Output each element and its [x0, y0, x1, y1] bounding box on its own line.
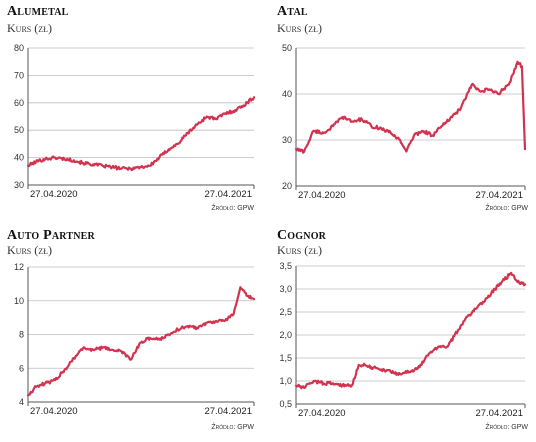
y-tick-label: 80: [14, 43, 24, 53]
chart-unit-label: Kurs (zł): [277, 21, 322, 35]
chart-source: Źródło: GPW: [485, 205, 528, 212]
x-tick-label: 27.04.2020: [30, 189, 78, 200]
chart-source: Źródło: GPW: [211, 205, 254, 212]
series-line: [26, 286, 256, 397]
y-tick-label: 6: [19, 363, 24, 373]
y-tick-label: 12: [14, 262, 24, 272]
chart-unit-label: Kurs (zł): [7, 21, 52, 35]
chart-panel-cognor: Cognor Kurs (zł) 0,5 1,0 1,5 2,0 2,5 3,0 3,5 27…: [268, 221, 536, 442]
y-tick-label: 8: [19, 330, 24, 340]
chart-source: Źródło: GPW: [211, 424, 254, 431]
y-tick-label: 40: [282, 89, 292, 99]
y-tick-label: 1,0: [279, 376, 292, 386]
x-tick-label: 27.04.2021: [204, 406, 252, 417]
y-tick-label: 2,0: [279, 330, 292, 340]
series-line: [26, 96, 256, 172]
chart-unit-label: Kurs (zł): [277, 243, 322, 257]
x-tick-label: 27.04.2020: [30, 406, 78, 417]
y-tick-label: 4: [19, 397, 24, 407]
x-tick-label: 27.04.2021: [475, 190, 523, 201]
y-tick-label: 40: [14, 153, 24, 163]
series-line: [294, 60, 527, 154]
chart-title: Atal: [277, 4, 308, 19]
y-tick-label: 30: [282, 135, 292, 145]
chart-title: Alumetal: [7, 4, 69, 19]
chart-title: Auto Partner: [7, 228, 95, 243]
y-tick-label: 50: [14, 125, 24, 135]
y-tick-label: 3,5: [279, 261, 292, 271]
y-tick-label: 70: [14, 70, 24, 80]
chart-unit-label: Kurs (zł): [7, 243, 52, 257]
y-tick-label: 1,5: [279, 353, 292, 363]
chart-panel-atal: Atal Kurs (zł) 20 30 40 50 27.04.2020 27.04.2…: [268, 0, 536, 221]
chart-panel-auto-partner: Auto Partner Kurs (zł) 4 6 8 10 12 27.04.2020…: [0, 221, 268, 442]
x-tick-label: 27.04.2020: [298, 408, 346, 419]
chart-svg: 20 30 40 50 27.04.2020 27.04.2021: [282, 43, 527, 201]
y-tick-label: 3,0: [279, 284, 292, 294]
y-tick-label: 50: [282, 43, 292, 53]
x-tick-label: 27.04.2020: [298, 190, 346, 201]
y-tick-label: 0,5: [279, 399, 292, 409]
x-tick-label: 27.04.2021: [204, 189, 252, 200]
x-tick-label: 27.04.2021: [475, 408, 523, 419]
y-tick-label: 2,5: [279, 307, 292, 317]
chart-source: Źródło: GPW: [485, 424, 528, 431]
y-tick-label: 20: [282, 181, 292, 191]
chart-svg: 30 40 50 60 70 80 27.04.2020 27.04.2021: [14, 43, 256, 200]
chart-svg: 0,5 1,0 1,5 2,0 2,5 3,0 3,5 27.04.2020 27.04.202…: [279, 261, 527, 419]
chart-panel-alumetal: Alumetal Kurs (zł) 30 40 50 60 70 80 27.04.202…: [0, 0, 268, 221]
series-line: [294, 271, 527, 390]
y-tick-label: 60: [14, 98, 24, 108]
chart-title: Cognor: [277, 228, 327, 243]
chart-svg: 4 6 8 10 12 27.04.2020 27.04.2021: [14, 262, 256, 417]
y-tick-label: 10: [14, 296, 24, 306]
y-tick-label: 30: [14, 180, 24, 190]
